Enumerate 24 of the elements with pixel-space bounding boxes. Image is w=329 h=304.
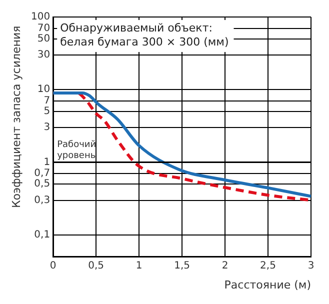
y-axis-title: Коэффициент запаса усиления	[10, 26, 23, 208]
y-tick-label: 30	[37, 50, 50, 61]
x-tick-label: 1	[136, 260, 142, 272]
y-tick-label: 1	[44, 156, 50, 168]
y-tick-label: 0,3	[34, 194, 50, 206]
y-tick-label: 3	[44, 122, 50, 134]
y-tick-label: 0,7	[34, 168, 50, 180]
x-tick-label: 3	[308, 260, 314, 272]
x-tick-label: 1,5	[174, 260, 190, 272]
x-tick-label: 2,5	[260, 260, 276, 272]
x-tick-label: 0	[50, 260, 56, 272]
x-axis-title: Расстояние (м)	[224, 278, 311, 292]
ref-line-label: Рабочий уровень	[57, 140, 96, 162]
x-tick-label: 2	[222, 260, 228, 272]
y-tick-label: 50	[37, 33, 50, 44]
y-tick-label: 70	[37, 22, 50, 34]
y-tick-label: 5	[44, 106, 50, 118]
y-tick-label: 7	[44, 95, 50, 106]
y-tick-label: 0,5	[34, 178, 50, 190]
y-tick-label: 0,1	[34, 230, 50, 241]
y-tick-label: 100	[30, 12, 50, 23]
annotation: Обнаруживаемый объект: белая бумага 300 × 300 (мм)	[60, 21, 229, 48]
x-tick-label: 0,5	[88, 260, 104, 272]
y-tick-label: 10	[37, 84, 50, 96]
